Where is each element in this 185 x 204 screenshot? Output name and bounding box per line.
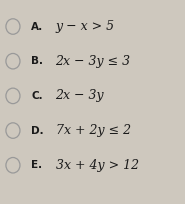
Text: C.: C. [31, 91, 43, 101]
Circle shape [6, 53, 20, 69]
Circle shape [6, 88, 20, 104]
Text: E.: E. [31, 160, 43, 170]
Text: 7x + 2y ≤ 2: 7x + 2y ≤ 2 [56, 124, 131, 137]
Text: D.: D. [31, 125, 44, 136]
Text: 2x − 3y ≤ 3: 2x − 3y ≤ 3 [56, 55, 131, 68]
Text: 3x + 4y > 12: 3x + 4y > 12 [56, 159, 139, 172]
Text: A.: A. [31, 21, 44, 32]
Text: B.: B. [31, 56, 43, 66]
Text: 2x − 3y: 2x − 3y [56, 89, 104, 102]
Circle shape [6, 157, 20, 173]
Circle shape [6, 123, 20, 138]
Text: y − x > 5: y − x > 5 [56, 20, 115, 33]
Circle shape [6, 19, 20, 34]
